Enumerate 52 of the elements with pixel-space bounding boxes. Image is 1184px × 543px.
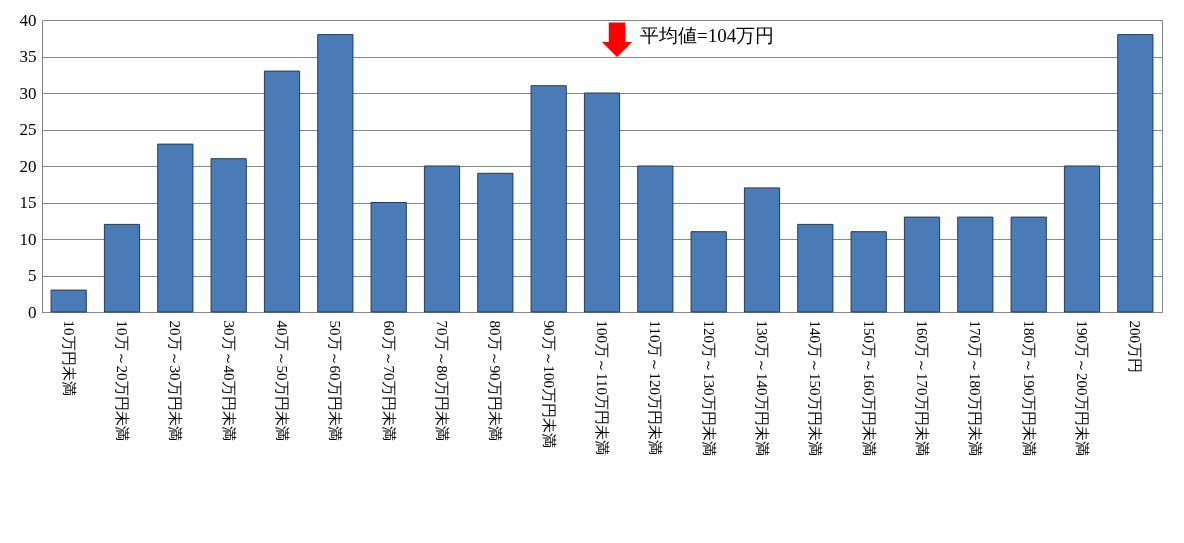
x-tick-label: 40万～50万円未満 [274, 320, 290, 441]
x-tick-label: 60万～70万円未満 [380, 320, 397, 441]
x-tick-label: 130万～140万円未満 [754, 320, 770, 456]
x-tick-label: 200万円 [1127, 320, 1144, 373]
x-tick-label: 70万～80万円未満 [434, 320, 450, 441]
x-tick-label: 170万～180万円未満 [967, 320, 984, 456]
x-tick-label: 110万～120万円未満 [647, 320, 664, 455]
bar [157, 143, 194, 313]
x-tick-label: 190万～200万円未満 [1074, 320, 1090, 456]
y-tick-label: 15 [19, 193, 37, 212]
x-tick-label: 10万～20万円未満 [114, 320, 130, 441]
bar [370, 202, 407, 313]
bar [317, 34, 354, 313]
bar [477, 172, 514, 313]
y-tick-label: 5 [28, 266, 37, 285]
x-tick-label: 90万～100万円未満 [540, 320, 557, 448]
y-tick-label: 35 [19, 47, 37, 66]
y-tick-label: 20 [19, 156, 37, 176]
y-tick-label: 25 [19, 120, 37, 139]
bar [1063, 165, 1101, 313]
x-tick-label: 160万～170万円未満 [914, 320, 930, 456]
bar [903, 216, 941, 313]
x-tick-label: 120万～130万円未満 [700, 320, 717, 456]
bar [103, 223, 141, 313]
bar [1117, 34, 1154, 313]
x-tick-label: 50万～60万円未満 [327, 320, 344, 441]
x-tick-label: 100万～110万円未満 [594, 320, 610, 455]
y-tick-label: 30 [19, 83, 37, 103]
y-tick-label: 10 [19, 229, 37, 249]
bar [797, 223, 834, 313]
x-tick-label: 10万円未満 [60, 320, 77, 396]
y-tick-label: 40 [19, 10, 37, 30]
bar [423, 165, 461, 313]
bar [583, 92, 621, 313]
y-tick-label: 0 [28, 302, 37, 322]
bar [637, 165, 674, 313]
bar [743, 187, 781, 313]
bar [690, 231, 727, 313]
bar [957, 216, 994, 313]
bar [210, 158, 247, 313]
bar [1010, 216, 1047, 313]
bar [263, 70, 301, 313]
x-tick-label: 140万～150万円未満 [807, 320, 824, 456]
x-tick-label: 80万～90万円未満 [487, 320, 504, 441]
bar [530, 85, 567, 313]
x-tick-label: 150万～160万円未満 [860, 320, 877, 456]
annotation: 平均値=104万円 [640, 25, 775, 46]
x-tick-label: 180万～190万円未満 [1020, 320, 1037, 456]
x-tick-label: 30万～40万円未満 [220, 320, 237, 441]
bar [850, 231, 887, 313]
bar [50, 289, 87, 313]
x-tick-label: 20万～30万円未満 [167, 320, 184, 441]
